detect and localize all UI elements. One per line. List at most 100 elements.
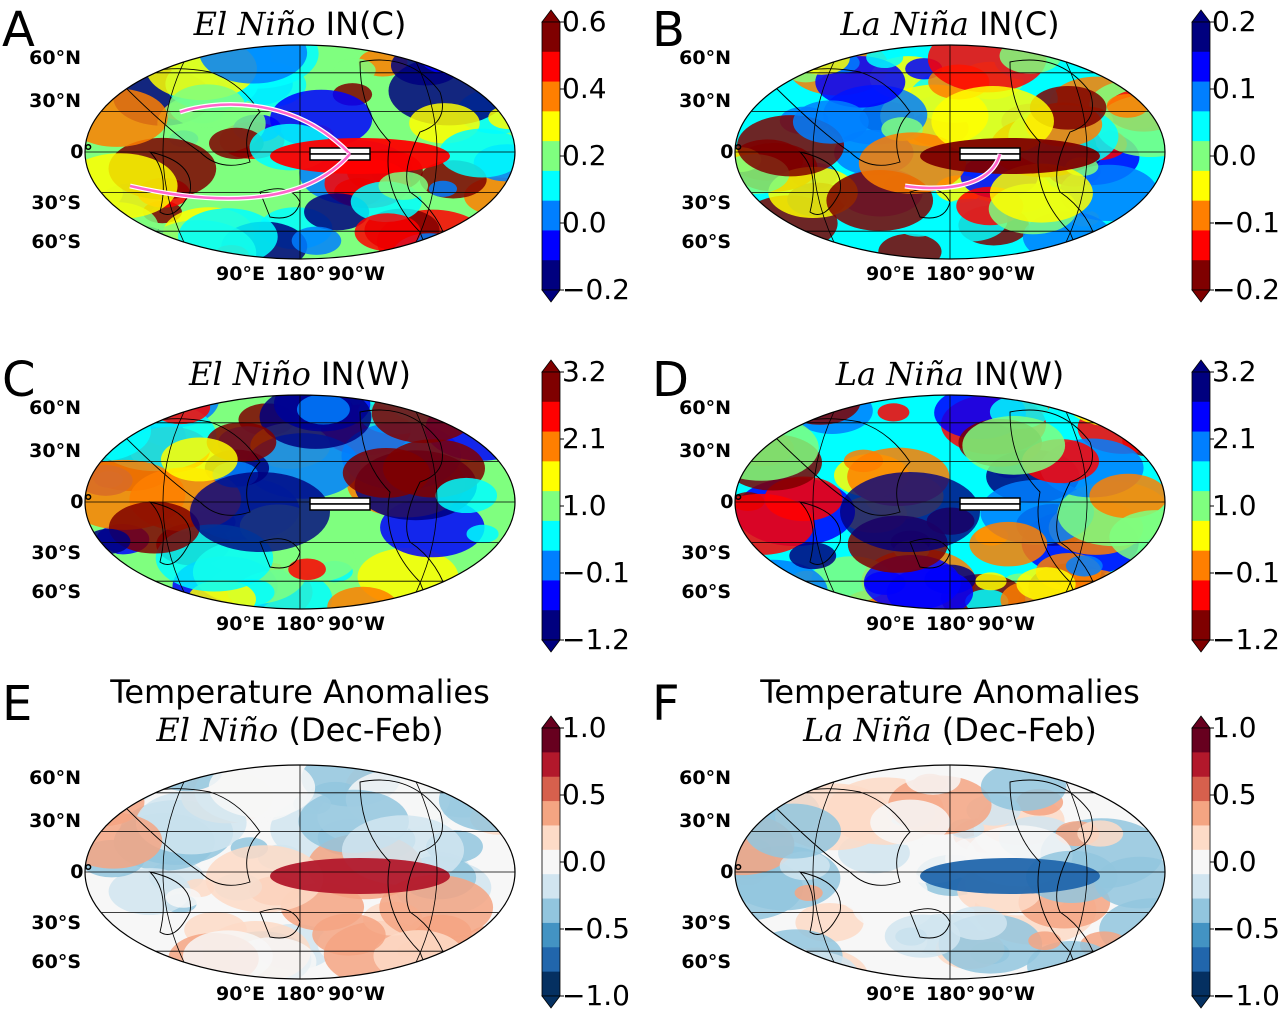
lon-label: 90°E: [866, 983, 915, 1005]
panel-title: El Niño IN(W): [60, 356, 540, 392]
panel-title-line1: Temperature Anomalies: [110, 673, 490, 711]
lon-label: 180°: [926, 613, 976, 635]
lat-label: 60°N: [29, 766, 81, 789]
colorbar: [541, 359, 564, 653]
colorbar: [1191, 715, 1214, 1009]
lat-label: 30°N: [29, 439, 81, 462]
panel-letter: C: [2, 352, 36, 408]
colorbar-tick-label: 1.0: [562, 711, 607, 744]
lat-label: 60°S: [31, 230, 81, 253]
nino34-box: [959, 153, 1021, 161]
nino34-box: [309, 153, 371, 161]
lat-label: 30°N: [679, 439, 731, 462]
panel-c: C El Niño IN(W) 60°N 30°N 0° 30°S 60°S 90°E 18…: [0, 350, 640, 686]
coastlines: [769, 409, 1101, 605]
colorbar-tick-label: 2.1: [562, 422, 607, 455]
colorbar-tick-label: 0.6: [562, 5, 607, 38]
colorbar-tick-label: −0.1: [1212, 206, 1280, 239]
panel-title: El Niño IN(C): [60, 6, 540, 42]
panel-letter: A: [2, 2, 35, 58]
robinson-map: 60°N 30°N 0° 30°S 60°S 90°E 180° 90°W 0.6 0.4 0.2 0…: [0, 0, 640, 336]
coastlines: [119, 779, 451, 975]
panel-b: B La Niña IN(C) 60°N 30°N 0° 30°S 60°S 90°E 18…: [650, 0, 1280, 336]
colorbar-tick-label: −0.1: [1212, 556, 1280, 589]
lon-label: 180°: [276, 613, 326, 635]
map-svg: [84, 764, 516, 980]
lat-label: 30°N: [679, 89, 731, 112]
title-italic: El Niño: [188, 355, 311, 393]
lon-label: 90°E: [866, 613, 915, 635]
colorbar-tick-label: 0.0: [1212, 139, 1257, 172]
lat-label: 60°N: [29, 396, 81, 419]
lat-label: 0°: [70, 491, 93, 513]
colorbar: [1191, 359, 1214, 653]
map-outline: [734, 44, 1166, 260]
panel-letter: B: [652, 2, 685, 58]
lat-label: 60°S: [681, 580, 731, 603]
panel-title: La Niña IN(C): [710, 6, 1190, 42]
colorbar-tick-label: −0.2: [1212, 273, 1280, 306]
colorbar-tick-label: −1.0: [1212, 979, 1280, 1012]
colorbar-tick-label: −0.2: [562, 273, 630, 306]
title-italic: La Niña: [835, 355, 965, 393]
colorbar: [541, 9, 564, 303]
colorbar-tick-label: 0.0: [562, 845, 607, 878]
lat-label: 60°N: [679, 766, 731, 789]
colorbar-tick-label: 1.0: [1212, 711, 1257, 744]
lon-label: 90°E: [216, 613, 265, 635]
panel-a: A El Niño IN(C) 60°N 30°N 0° 30°S 60°S 90°E 18…: [0, 0, 640, 336]
map-svg: [734, 764, 1166, 980]
colorbar-tick-label: −1.0: [562, 979, 630, 1012]
lon-label: 90°E: [866, 263, 915, 285]
map-outline: [734, 764, 1166, 980]
colorbar-tick-label: 3.2: [562, 355, 607, 388]
lat-label: 30°S: [31, 912, 81, 935]
panel-f: F Temperature Anomalies La Niña (Dec-Feb…: [650, 674, 1280, 1010]
coastlines: [119, 409, 451, 605]
colorbar: [1191, 9, 1214, 303]
panel-e: E Temperature Anomalies El Niño (Dec-Feb…: [0, 674, 640, 1010]
colorbar-tick-label: −0.1: [562, 556, 630, 589]
colorbar-tick-label: 0.5: [562, 778, 607, 811]
lon-label: 180°: [276, 983, 326, 1005]
lat-label: 60°S: [31, 950, 81, 973]
lat-label: 30°S: [681, 542, 731, 565]
colorbar: [541, 715, 564, 1009]
colorbar-tick-label: 3.2: [1212, 355, 1257, 388]
map-svg: [84, 394, 516, 610]
title-rest: IN(W): [964, 355, 1065, 393]
lat-label: 0°: [70, 141, 93, 163]
colorbar-tick-label: 0.5: [1212, 778, 1257, 811]
nino34-box: [309, 503, 371, 511]
lat-label: 60°S: [31, 580, 81, 603]
nino34-box: [959, 503, 1021, 511]
lat-label: 30°S: [681, 192, 731, 215]
robinson-map: 60°N 30°N 0° 30°S 60°S 90°E 180° 90°W 3.2 2.1 1.0 −…: [0, 350, 640, 686]
lon-label: 90°E: [216, 983, 265, 1005]
lat-label: 0°: [720, 861, 743, 883]
panel-d: D La Niña IN(W) 60°N 30°N 0° 30°S 60°S 90°E 18…: [650, 350, 1280, 686]
title-rest: (Dec-Feb): [278, 711, 444, 749]
colorbar-tick-label: 0.4: [562, 72, 607, 105]
map-svg: [734, 394, 1166, 610]
panel-letter: F: [652, 676, 680, 732]
lon-label: 90°W: [978, 263, 1035, 285]
title-italic: La Niña: [840, 5, 969, 43]
map-svg: [734, 44, 1166, 260]
lat-label: 30°N: [29, 89, 81, 112]
lon-label: 180°: [926, 983, 976, 1005]
colorbar-tick-label: 2.1: [1212, 422, 1257, 455]
colorbar-tick-label: 1.0: [562, 489, 607, 522]
title-rest: IN(C): [315, 5, 407, 43]
lat-label: 30°N: [679, 809, 731, 832]
robinson-map: 60°N 30°N 0° 30°S 60°S 90°E 180° 90°W 3.2 2.1 1.0 −…: [650, 350, 1280, 686]
lon-label: 90°E: [216, 263, 265, 285]
lat-label: 30°S: [31, 542, 81, 565]
coastlines: [769, 779, 1101, 975]
robinson-map: 60°N 30°N 0° 30°S 60°S 90°E 180° 90°W 0.2 0.1 0.0 −…: [650, 0, 1280, 336]
lon-label: 180°: [276, 263, 326, 285]
title-rest: (Dec-Feb): [931, 711, 1097, 749]
lat-label: 60°S: [681, 230, 731, 253]
panel-title-line2: La Niña (Dec-Feb): [710, 712, 1190, 748]
lat-label: 0°: [70, 861, 93, 883]
